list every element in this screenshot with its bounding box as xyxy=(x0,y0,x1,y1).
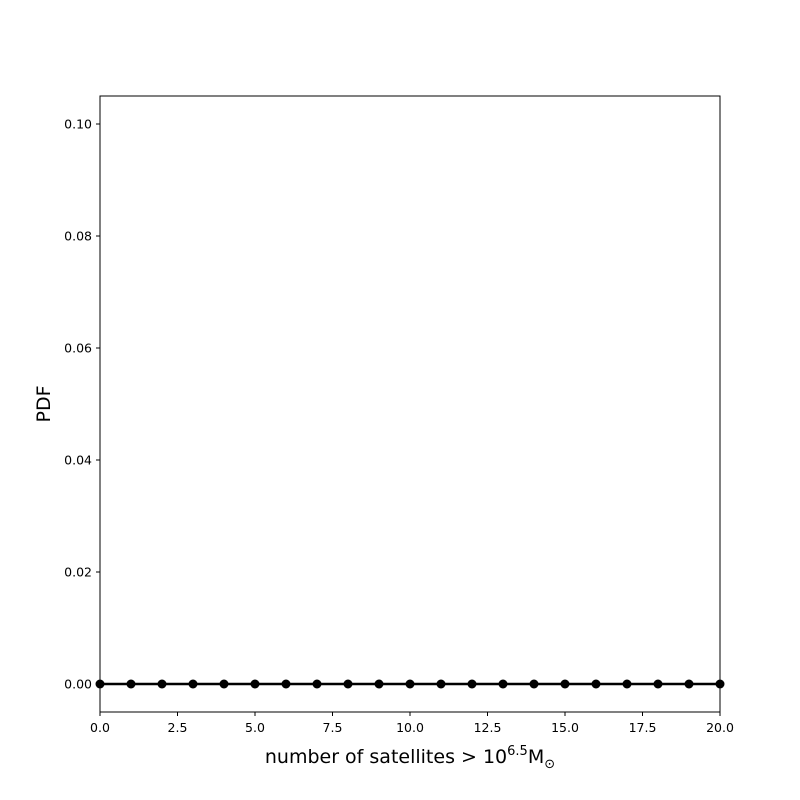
x-tick-label: 15.0 xyxy=(551,720,579,735)
x-tick-label: 2.5 xyxy=(168,720,188,735)
data-point xyxy=(126,679,136,689)
y-tick-label: 0.10 xyxy=(64,117,92,132)
data-point xyxy=(343,679,353,689)
x-axis-label-exponent: 6.5 xyxy=(507,744,528,759)
y-tick-label: 0.04 xyxy=(64,453,92,468)
y-axis-label: PDF xyxy=(33,385,55,422)
x-tick-label: 10.0 xyxy=(396,720,424,735)
data-point xyxy=(591,679,601,689)
data-point xyxy=(312,679,322,689)
y-tick-label: 0.08 xyxy=(64,229,92,244)
data-point xyxy=(374,679,384,689)
data-point xyxy=(95,679,105,689)
data-point xyxy=(467,679,477,689)
x-tick-label: 5.0 xyxy=(245,720,265,735)
plot-frame xyxy=(99,95,721,713)
data-point xyxy=(188,679,198,689)
data-point xyxy=(436,679,446,689)
y-axis-ticks: 0.00 0.02 0.04 0.06 0.08 0.10 xyxy=(64,117,100,692)
y-tick-label: 0.00 xyxy=(64,677,92,692)
x-axis-label: number of satellites > 106.5M⊙ xyxy=(265,744,555,772)
x-axis-label-main: number of satellites > 10 xyxy=(265,746,507,768)
x-axis-label-unit: M xyxy=(528,746,544,768)
x-tick-label: 17.5 xyxy=(629,720,657,735)
data-point xyxy=(684,679,694,689)
data-point xyxy=(157,679,167,689)
data-point xyxy=(560,679,570,689)
data-point xyxy=(622,679,632,689)
data-point xyxy=(405,679,415,689)
x-axis-label-subscript: ⊙ xyxy=(544,757,555,772)
data-point xyxy=(653,679,663,689)
y-tick-label: 0.02 xyxy=(64,565,92,580)
x-tick-label: 12.5 xyxy=(474,720,502,735)
x-tick-label: 7.5 xyxy=(323,720,343,735)
data-point xyxy=(219,679,229,689)
x-tick-label: 20.0 xyxy=(706,720,734,735)
data-point xyxy=(281,679,291,689)
data-point xyxy=(498,679,508,689)
data-point xyxy=(715,679,725,689)
data-point xyxy=(529,679,539,689)
y-tick-label: 0.06 xyxy=(64,341,92,356)
data-point xyxy=(250,679,260,689)
x-tick-label: 0.0 xyxy=(90,720,110,735)
x-axis-ticks: 0.0 2.5 5.0 7.5 10.0 12.5 15.0 17.5 20.0 xyxy=(90,712,734,735)
series-layer xyxy=(95,679,725,689)
